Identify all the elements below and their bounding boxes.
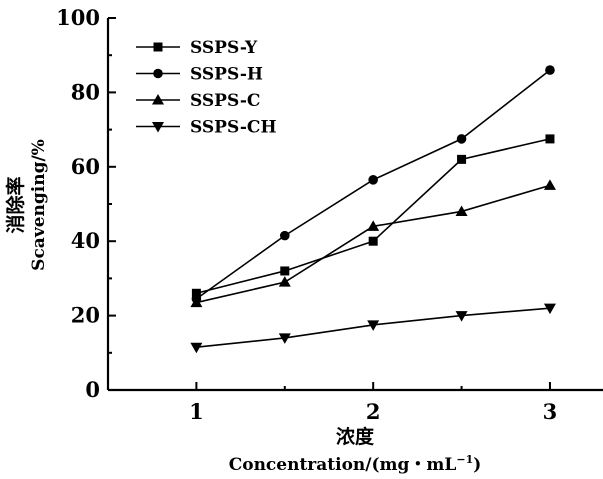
data-point-ssps-ch: [543, 303, 556, 315]
legend: SSPS-Y SSPS-H SSPS-C SSPS-CH: [136, 38, 277, 138]
data-point-ssps-h: [368, 175, 378, 185]
y-tick-label: 20: [71, 303, 100, 328]
data-point-ssps-c: [367, 220, 380, 231]
x-axis-title: 浓度 Concentration/(mg・mL−1): [229, 425, 482, 475]
data-point-ssps-ch: [278, 333, 291, 344]
data-point-ssps-h: [456, 134, 467, 144]
data-point-ssps-y: [457, 154, 467, 164]
data-point-ssps-y: [368, 236, 378, 246]
series-line-ssps-y: [196, 138, 551, 295]
y-tick-label: 0: [85, 377, 100, 402]
legend-item-ssps-y: SSPS-Y: [136, 38, 258, 58]
legend-item-ssps-ch: SSPS-CH: [136, 118, 277, 138]
x-axis-title-en-end: ): [473, 455, 481, 475]
x-axis-title-en-main: Concentration/(mg・mL: [229, 455, 457, 475]
data-point-ssps-c: [190, 296, 203, 308]
y-tick-label: 40: [71, 228, 100, 253]
legend-marker-ssps-y: [153, 42, 163, 52]
x-axis-title-en: Concentration/(mg・mL−1): [229, 453, 482, 475]
x-tick-label: 2: [366, 399, 381, 424]
y-ticks: 0 20 40 60 80 100: [56, 5, 116, 402]
x-axis-title-cn: 浓度: [336, 425, 375, 448]
legend-item-ssps-c: SSPS-C: [136, 91, 260, 111]
data-point-ssps-c: [455, 205, 468, 216]
legend-label: SSPS-Y: [190, 38, 258, 58]
data-point-ssps-ch: [367, 320, 380, 331]
x-tick-label: 3: [543, 399, 558, 424]
y-axis-title-en: Scavenging/%: [29, 139, 49, 271]
legend-label: SSPS-H: [190, 65, 263, 85]
legend-item-ssps-h: SSPS-H: [136, 65, 263, 85]
series-ssps-h: [191, 65, 555, 304]
legend-marker-ssps-ch: [152, 122, 164, 133]
data-point-ssps-y: [545, 134, 555, 144]
legend-marker-ssps-h: [153, 68, 163, 79]
series-ssps-c: [190, 179, 556, 308]
y-tick-label: 60: [71, 154, 100, 179]
legend-label: SSPS-CH: [190, 118, 277, 138]
series-ssps-ch: [190, 303, 556, 354]
y-tick-label: 100: [56, 5, 100, 30]
y-axis-title: 消除率 Scavenging/%: [4, 139, 49, 271]
x-tick-label: 1: [189, 399, 204, 424]
plot-area: 1 2 3 0 20 40 60 80 100: [56, 5, 603, 424]
data-point-ssps-ch: [190, 342, 203, 354]
data-point-ssps-y: [191, 288, 201, 298]
series-ssps-y: [191, 134, 555, 298]
y-axis-title-cn: 消除率: [4, 176, 27, 233]
data-point-ssps-h: [279, 230, 290, 241]
data-point-ssps-y: [280, 266, 290, 276]
series-layer: [190, 65, 556, 354]
x-ticks: 1 2 3: [189, 382, 557, 424]
y-tick-label: 80: [71, 79, 100, 104]
legend-marker-ssps-c: [152, 94, 164, 105]
data-point-ssps-c: [543, 179, 556, 190]
x-axis-title-en-sup: −1: [456, 453, 473, 466]
data-point-ssps-h: [545, 65, 555, 75]
data-point-ssps-ch: [455, 311, 468, 322]
legend-label: SSPS-C: [190, 91, 260, 111]
data-point-ssps-c: [278, 276, 291, 287]
